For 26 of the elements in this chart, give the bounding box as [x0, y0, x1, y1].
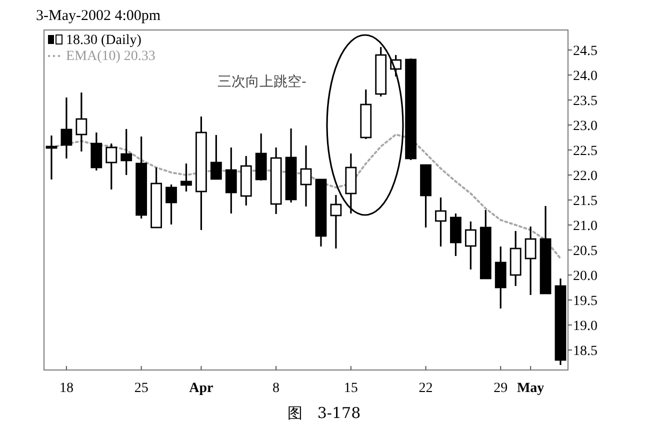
y-tick-label: 22.5 — [573, 144, 598, 159]
x-tick-label: 8 — [272, 381, 280, 396]
y-tick-label: 18.5 — [573, 344, 598, 359]
caption: 图 3-178 — [287, 404, 361, 422]
chart-title: 3-May-2002 4:00pm — [36, 8, 161, 24]
x-tick-label: 29 — [494, 381, 508, 396]
legend-label: 18.30 (Daily) — [66, 33, 142, 48]
y-tick-label: 19.0 — [573, 319, 598, 334]
x-tick-label: 25 — [134, 381, 148, 396]
y-tick-label: 23.0 — [573, 119, 598, 134]
y-tick-label: 21.5 — [573, 194, 598, 209]
x-tick-label: 18 — [59, 381, 74, 396]
annotation: 三次向上跳空- — [218, 74, 307, 90]
y-tick-label: 20.5 — [573, 244, 598, 259]
x-tick-label: Apr — [189, 381, 214, 396]
y-tick-label: 23.5 — [573, 94, 598, 109]
y-tick-label: 24.5 — [573, 44, 598, 59]
x-tick-label: May — [516, 381, 544, 396]
y-tick-label: 24.0 — [573, 69, 598, 84]
legend-label: EMA(10) 20.33 — [66, 49, 156, 64]
x-tick-label: 22 — [418, 381, 433, 396]
y-tick-label: 21.0 — [573, 219, 598, 234]
y-tick-label: 22.0 — [573, 169, 598, 184]
y-tick-label: 19.5 — [573, 294, 598, 309]
y-tick-label: 20.0 — [573, 269, 598, 284]
x-tick-label: 15 — [344, 381, 358, 396]
